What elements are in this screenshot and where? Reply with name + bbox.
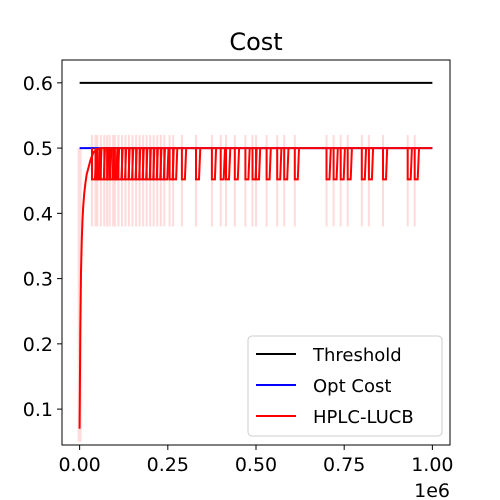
variance-spike (149, 135, 152, 227)
hplc-lucb-dip (325, 148, 332, 181)
variance-spike (180, 135, 183, 227)
variance-spike (413, 135, 416, 227)
hplc-lucb-dip (172, 148, 179, 181)
legend-label: HPLC-LUCB (313, 407, 414, 428)
hplc-lucb-dip (210, 148, 218, 181)
variance-spike (172, 135, 175, 227)
variance-spike (128, 135, 131, 227)
legend-label: Opt Cost (313, 376, 391, 397)
variance-spike (120, 135, 123, 227)
hplc-lucb-dip (293, 148, 300, 181)
hplc-lucb-dip (276, 148, 283, 181)
variance-spike (276, 135, 279, 227)
variance-spike (325, 135, 328, 227)
variance-spike (406, 135, 409, 227)
variance-spike (381, 135, 384, 227)
variance-spike (99, 135, 102, 227)
hplc-lucb-dip (233, 148, 241, 181)
y-tick-label: 0.6 (23, 73, 53, 95)
variance-spike (112, 135, 115, 227)
variance-spike (138, 135, 141, 227)
variance-spike (152, 135, 155, 227)
hplc-lucb-dip (163, 148, 170, 181)
variance-spike (293, 135, 296, 227)
variance-early (77, 148, 82, 442)
variance-spike (251, 135, 254, 227)
hplc-lucb-dips (91, 148, 420, 181)
hplc-lucb-dip (195, 148, 202, 181)
variance-spike (168, 135, 171, 227)
legend-box (247, 335, 443, 437)
variance-spike (265, 135, 268, 227)
y-tick-label: 0.2 (23, 334, 53, 356)
hplc-lucb-dip (346, 148, 353, 181)
hplc-lucb-variance-band (77, 135, 416, 442)
variance-spike (163, 135, 166, 227)
variance-spike (210, 135, 213, 227)
hplc-lucb-dip (339, 148, 346, 181)
hplc-lucb-dip (413, 148, 420, 181)
y-tick-label: 0.1 (23, 399, 53, 421)
legend: Threshold Opt Cost HPLC-LUCB (247, 335, 443, 437)
variance-spike (131, 135, 134, 227)
variance-spike (233, 135, 236, 227)
variance-spike (367, 135, 370, 227)
variance-spike (283, 135, 286, 227)
x-tick-label: 0.00 (58, 454, 100, 476)
x-tick-label: 0.75 (323, 454, 365, 476)
x-tick-label: 1.00 (411, 454, 453, 476)
x-tick-label: 0.50 (235, 454, 277, 476)
hplc-lucb-dip (244, 148, 251, 181)
x-offset-text: 1e6 (414, 480, 450, 500)
variance-spike (103, 135, 106, 227)
x-axis: 0.00 0.25 0.50 0.75 1.00 (58, 445, 454, 476)
y-tick-label: 0.4 (23, 203, 53, 225)
variance-spike (339, 135, 342, 227)
hplc-lucb-dip (219, 148, 226, 181)
y-axis: 0.1 0.2 0.3 0.4 0.5 0.6 (23, 73, 62, 421)
variance-spike (96, 135, 99, 227)
variance-spike (106, 135, 109, 227)
hplc-lucb-dip (283, 148, 290, 181)
y-tick-label: 0.5 (23, 138, 53, 160)
hplc-lucb-dip (360, 148, 368, 181)
hplc-lucb-dip (225, 148, 232, 181)
hplc-lucb-dip (406, 148, 413, 181)
variance-spike (219, 135, 222, 227)
hplc-lucb-dip (255, 148, 262, 181)
x-tick-label: 0.25 (147, 454, 189, 476)
variance-spike (113, 135, 116, 227)
hplc-lucb-dip (332, 148, 339, 181)
variance-spike (117, 135, 120, 227)
variance-spike (159, 135, 162, 227)
variance-spike (90, 135, 93, 227)
plot-area (77, 81, 433, 442)
variance-spike (156, 135, 159, 227)
hplc-lucb-dip (367, 148, 375, 181)
variance-spike (142, 135, 145, 227)
y-tick-label: 0.3 (23, 269, 53, 291)
variance-spike (244, 135, 247, 227)
variance-spike (225, 135, 228, 227)
variance-spike (195, 135, 198, 227)
hplc-lucb-dip (265, 148, 272, 181)
hplc-lucb-dip (180, 148, 188, 181)
variance-spike (255, 135, 257, 227)
hplc-lucb-dip (382, 148, 389, 181)
variance-spike (145, 135, 148, 227)
variance-spike (332, 135, 335, 227)
variance-spike (94, 135, 97, 227)
variance-spike (124, 135, 127, 227)
variance-spike (360, 135, 363, 227)
legend-label: Threshold (312, 345, 402, 366)
chart-title: Cost (229, 28, 282, 56)
variance-spike (108, 135, 111, 227)
variance-spike (135, 135, 138, 227)
variance-spike (346, 135, 349, 227)
